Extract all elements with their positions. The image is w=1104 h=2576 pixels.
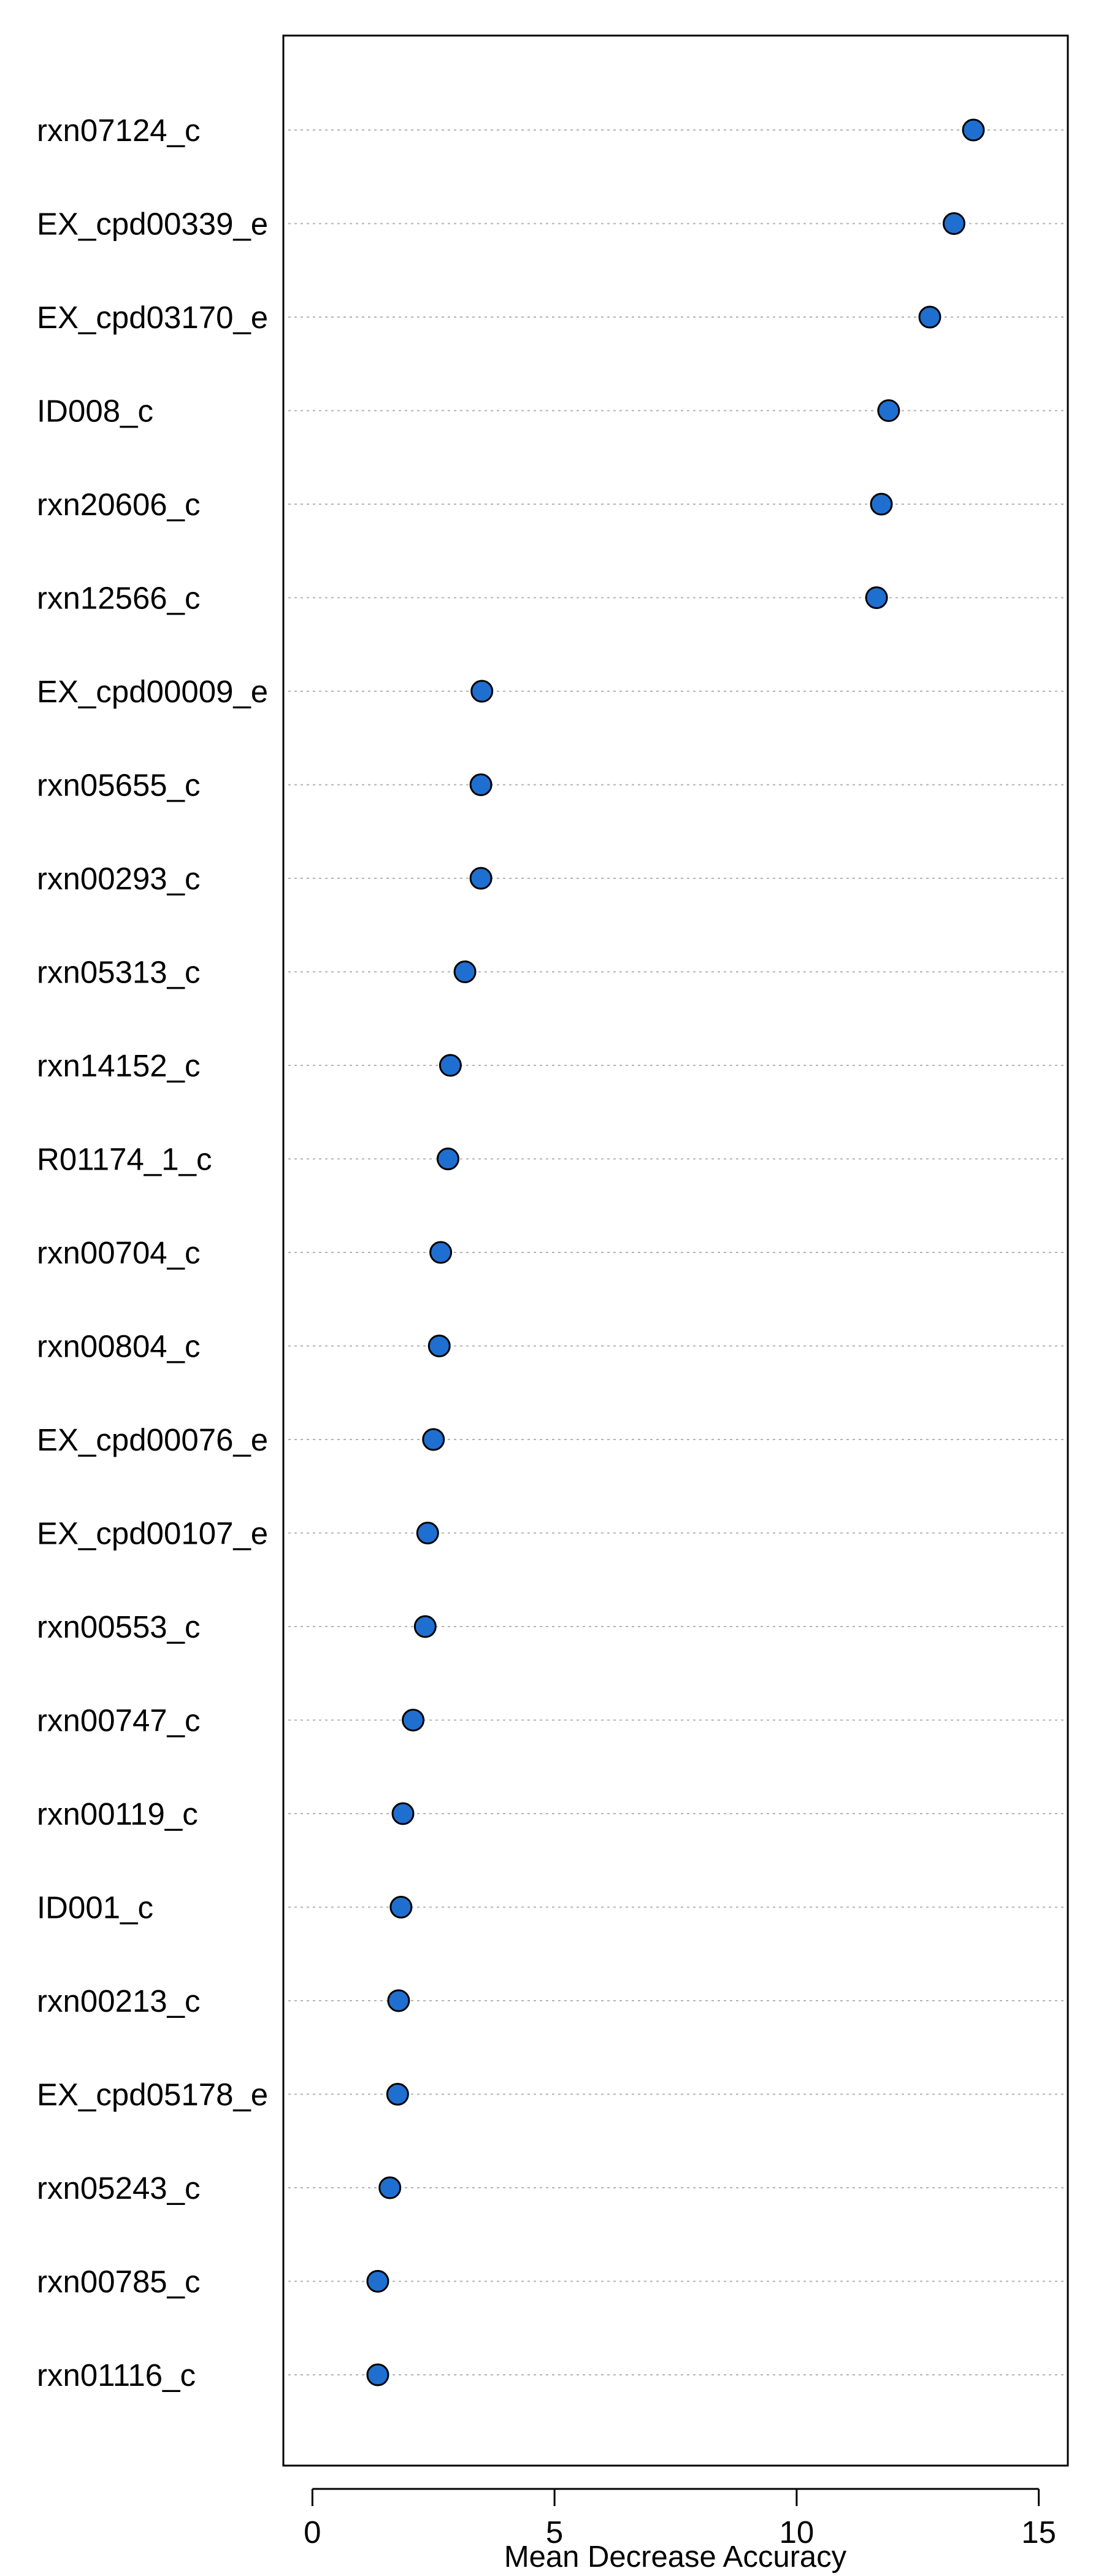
data-point bbox=[427, 1335, 451, 1357]
data-point bbox=[439, 1054, 462, 1077]
data-point bbox=[453, 960, 477, 983]
category-label: rxn00213_c bbox=[37, 1984, 201, 2018]
gridlines bbox=[288, 129, 1065, 2375]
data-point bbox=[416, 1522, 439, 1544]
category-label: EX_cpd00107_e bbox=[37, 1516, 268, 1551]
category-label: ID001_c bbox=[37, 1890, 153, 1925]
data-point bbox=[389, 1896, 413, 1919]
category-label: EX_cpd03170_e bbox=[37, 300, 268, 335]
category-label: rxn05313_c bbox=[37, 955, 201, 990]
category-label: rxn05655_c bbox=[37, 768, 201, 803]
data-point bbox=[436, 1148, 459, 1170]
category-label: R01174_1_c bbox=[37, 1142, 212, 1177]
category-label: rxn00119_c bbox=[37, 1796, 198, 1831]
data-point bbox=[391, 1802, 415, 1825]
x-tick-label: 5 bbox=[546, 2515, 563, 2550]
data-point bbox=[378, 2176, 402, 2199]
category-label: rxn01116_c bbox=[37, 2358, 196, 2393]
data-point bbox=[470, 680, 494, 703]
data-point bbox=[865, 586, 888, 609]
x-tick-label: 15 bbox=[1021, 2515, 1056, 2550]
category-label: rxn12566_c bbox=[37, 581, 201, 616]
x-axis: Mean Decrease Accuracy 0 5 10 15 bbox=[304, 2488, 1056, 2574]
data-point bbox=[402, 1709, 425, 1731]
category-label: EX_cpd00076_e bbox=[37, 1422, 268, 1457]
data-point bbox=[918, 305, 941, 329]
data-point bbox=[386, 2083, 409, 2106]
data-point bbox=[942, 212, 965, 235]
data-point bbox=[387, 1989, 410, 2012]
x-tick-label: 10 bbox=[780, 2515, 815, 2550]
category-label: rxn00785_c bbox=[37, 2264, 201, 2299]
data-point bbox=[422, 1428, 445, 1451]
data-point bbox=[962, 118, 985, 142]
category-label: rxn14152_c bbox=[37, 1048, 201, 1083]
x-axis-title: Mean Decrease Accuracy bbox=[504, 2540, 847, 2574]
category-label: EX_cpd05178_e bbox=[37, 2077, 268, 2112]
category-label: rxn00804_c bbox=[37, 1329, 201, 1364]
category-label: rxn00747_c bbox=[37, 1703, 201, 1738]
data-point bbox=[469, 773, 493, 796]
x-tick-label: 0 bbox=[304, 2515, 321, 2550]
category-label: rxn07124_c bbox=[37, 113, 201, 148]
category-label: rxn00293_c bbox=[37, 861, 201, 896]
category-label: EX_cpd00339_e bbox=[37, 207, 268, 242]
category-labels: rxn07124_c EX_cpd00339_e EX_cpd03170_e ID00… bbox=[37, 113, 268, 2393]
data-point bbox=[366, 2270, 389, 2293]
category-label: ID008_c bbox=[37, 394, 153, 429]
category-label: rxn00553_c bbox=[37, 1609, 201, 1644]
category-label: rxn20606_c bbox=[37, 487, 201, 522]
data-point bbox=[870, 493, 893, 516]
plot-frame bbox=[282, 34, 1069, 2467]
category-label: rxn05243_c bbox=[37, 2171, 201, 2206]
data-points bbox=[366, 118, 985, 2386]
data-point bbox=[877, 399, 900, 422]
data-point bbox=[366, 2363, 389, 2386]
category-label: rxn00704_c bbox=[37, 1235, 201, 1270]
data-point bbox=[413, 1615, 437, 1638]
data-point bbox=[469, 867, 493, 890]
category-label: EX_cpd00009_e bbox=[37, 674, 268, 709]
data-point bbox=[429, 1241, 453, 1264]
